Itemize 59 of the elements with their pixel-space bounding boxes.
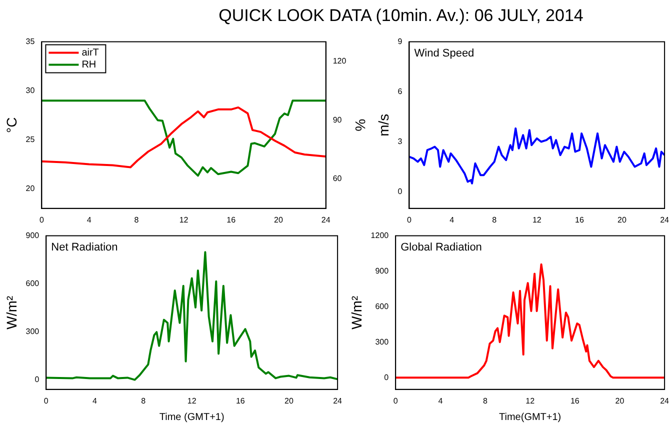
- y2-tick-label: 120: [332, 56, 347, 66]
- text: Wind Speed: [414, 47, 474, 60]
- text: QUICK LOOK DATA (10min. Av.): 06 JULY, 2014: [218, 6, 584, 26]
- y2-tick-label: 90: [332, 115, 342, 124]
- y-tick-label: 25: [26, 135, 36, 144]
- text: Net Radiation: [51, 241, 118, 254]
- x-tick-label: 8: [492, 215, 498, 224]
- y-tick-label: 30: [26, 86, 36, 96]
- x-tick-label: 20: [284, 396, 294, 406]
- x-tick-label: 12: [526, 396, 536, 406]
- y-tick-label: 300: [26, 327, 40, 336]
- x-axis-title: Time(GMT+1): [499, 412, 562, 423]
- x-tick-label: 20: [615, 396, 625, 406]
- legend-label: RH: [82, 60, 96, 71]
- x-tick-label: 16: [574, 215, 584, 224]
- x-tick-label: 8: [483, 396, 488, 406]
- y-axis-title: m/s: [375, 114, 392, 136]
- y-tick-label: 900: [375, 266, 390, 276]
- x-tick-label: 0: [407, 215, 412, 224]
- y-tick-label: 600: [375, 302, 390, 311]
- x-tick-label: 24: [660, 215, 670, 224]
- y-tick-label: 1200: [370, 231, 390, 240]
- x-tick-label: 4: [86, 215, 92, 224]
- x-tick-label: 12: [532, 215, 542, 224]
- y-axis-title: W/m²: [3, 296, 20, 330]
- legend-label: airT: [82, 48, 99, 59]
- x-axis-title: Time (GMT+1): [159, 412, 224, 423]
- y2-tick-label: 60: [332, 174, 342, 184]
- y-axis-title: °C: [3, 117, 20, 133]
- x-tick-label: 0: [44, 396, 49, 406]
- text: Global Radiation: [400, 241, 482, 254]
- x-tick-label: 8: [134, 215, 140, 224]
- x-tick-label: 4: [92, 396, 98, 406]
- y2-axis-title: %: [352, 118, 369, 132]
- x-tick-label: 16: [236, 396, 246, 406]
- y-axis-title: W/m²: [348, 296, 364, 330]
- y-tick-label: 0: [384, 372, 390, 382]
- y-tick-label: 35: [26, 37, 36, 46]
- y-tick-label: 9: [398, 37, 403, 46]
- x-tick-label: 20: [618, 215, 627, 224]
- x-tick-label: 8: [141, 396, 146, 406]
- x-tick-label: 12: [187, 396, 197, 406]
- y-tick-label: 300: [375, 337, 390, 346]
- x-tick-label: 4: [438, 396, 444, 406]
- x-tick-label: 16: [570, 396, 580, 406]
- x-tick-label: 20: [274, 215, 284, 224]
- y-tick-label: 600: [26, 279, 40, 288]
- y-tick-label: 900: [26, 231, 40, 240]
- x-tick-label: 24: [333, 396, 343, 406]
- x-tick-label: 24: [660, 396, 670, 406]
- y-tick-label: 3: [398, 136, 403, 146]
- x-tick-label: 16: [226, 215, 236, 224]
- x-tick-label: 12: [179, 215, 189, 224]
- x-tick-label: 4: [450, 215, 455, 224]
- y-tick-label: 0: [34, 375, 40, 384]
- y-tick-label: 20: [26, 184, 36, 194]
- y-tick-label: 0: [398, 186, 403, 196]
- y-tick-label: 6: [398, 86, 403, 96]
- x-tick-label: 24: [321, 215, 331, 224]
